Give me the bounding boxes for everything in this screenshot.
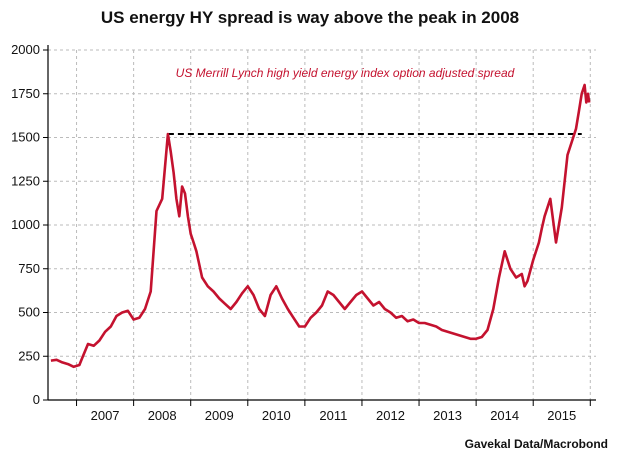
series-line bbox=[50, 83, 591, 369]
source-label: Gavekal Data/Macrobond bbox=[464, 437, 608, 451]
y-tick-label: 750 bbox=[18, 261, 40, 276]
x-tick-label: 2015 bbox=[547, 408, 576, 423]
x-tick-label: 2007 bbox=[91, 408, 120, 423]
y-tick-label: 500 bbox=[18, 305, 40, 320]
x-tick-label: 2009 bbox=[205, 408, 234, 423]
y-tick-label: 1500 bbox=[11, 130, 40, 145]
y-tick-label: 0 bbox=[33, 392, 40, 407]
x-tick-label: 2014 bbox=[490, 408, 519, 423]
x-tick-label: 2011 bbox=[319, 408, 347, 423]
y-tick-label: 250 bbox=[18, 348, 40, 363]
x-tick-label: 2012 bbox=[376, 408, 405, 423]
gridlines bbox=[48, 49, 596, 400]
chart-title: US energy HY spread is way above the pea… bbox=[100, 8, 520, 27]
x-tick-label: 2010 bbox=[262, 408, 291, 423]
y-tick-label: 1750 bbox=[11, 86, 40, 101]
axes bbox=[43, 45, 596, 406]
x-tick-label: 2008 bbox=[148, 408, 177, 423]
y-tick-labels: 0 250 500 750 1000 1250 1500 1750 2000 bbox=[11, 42, 40, 407]
x-tick-label: 2013 bbox=[433, 408, 462, 423]
series-annotation: US Merrill Lynch high yield energy index… bbox=[176, 66, 515, 80]
y-tick-label: 2000 bbox=[11, 42, 40, 57]
y-tick-label: 1250 bbox=[11, 173, 40, 188]
x-tick-labels: 2007 2008 2009 2010 2011 2012 2013 2014 2015 bbox=[91, 408, 577, 423]
y-tick-label: 1000 bbox=[11, 217, 40, 232]
